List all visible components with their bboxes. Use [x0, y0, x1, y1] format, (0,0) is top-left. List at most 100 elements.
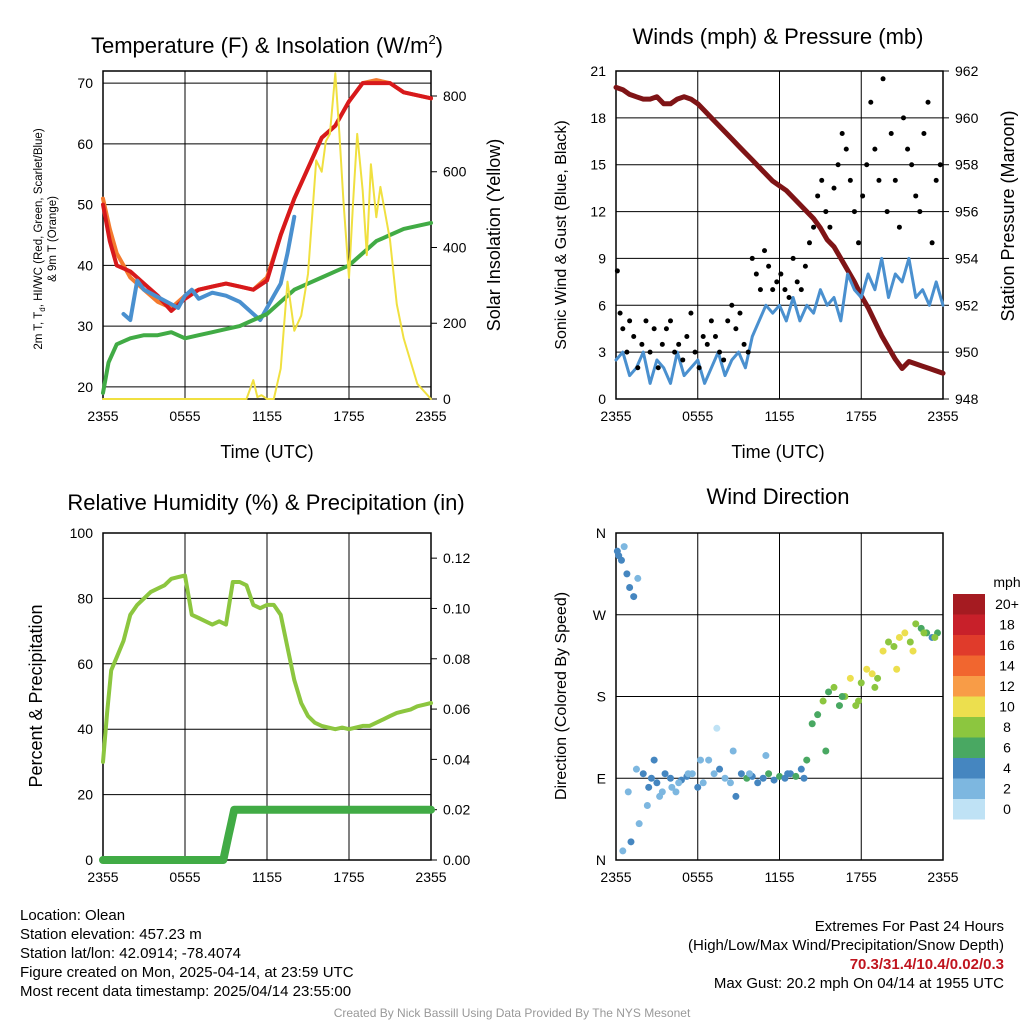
x-tick-label: 0555: [169, 408, 200, 424]
legend-swatch: [953, 696, 985, 717]
gust-point: [802, 263, 808, 269]
direction-point: [635, 820, 643, 828]
y-tick-label: N: [596, 852, 606, 868]
direction-point: [668, 783, 676, 791]
station-latlon: Station lat/lon: 42.0914; -78.4074: [20, 945, 242, 962]
direction-point: [619, 847, 627, 855]
gust-point: [774, 279, 780, 285]
legend-label: 4: [1003, 760, 1011, 776]
legend-label: 20+: [995, 596, 1019, 612]
gust-point: [937, 162, 943, 168]
gust-point: [794, 279, 800, 285]
direction-point: [627, 838, 635, 846]
legend-label: 6: [1003, 740, 1011, 756]
direction-point: [890, 643, 898, 651]
right-tick-label: 200: [443, 315, 467, 331]
y-tick-label: W: [593, 607, 607, 623]
y-tick-label: 6: [598, 297, 606, 313]
gust-point: [839, 130, 845, 136]
gust-point: [753, 271, 759, 277]
extremes-info: Extremes For Past 24 Hours (High/Low/Max…: [688, 917, 1004, 993]
gust-point: [624, 349, 630, 355]
gust-point: [892, 177, 898, 183]
right-tick-label: 0.02: [443, 802, 470, 818]
figure-created: Figure created on Mon, 2025-04-14, at 23…: [20, 964, 354, 981]
y-tick-label: 20: [77, 379, 93, 395]
extremes-values: 70.3/31.4/10.4/0.02/0.3: [849, 956, 1004, 973]
direction-point: [819, 697, 827, 705]
humidity-title: Relative Humidity (%) & Precipitation (i…: [67, 490, 464, 515]
x-tick-label: 2355: [87, 408, 118, 424]
direction-point: [784, 770, 792, 778]
gust-point: [676, 341, 682, 347]
direction-point: [871, 683, 879, 691]
x-tick-label: 0555: [682, 869, 713, 885]
x-tick-label: 2355: [415, 408, 446, 424]
gust-point: [770, 287, 776, 293]
winds-panel: Winds (mph) & Pressure (mb) Time (UTC) S…: [553, 24, 1018, 462]
direction-point: [746, 770, 754, 778]
direction-point: [835, 702, 843, 710]
direction-point: [754, 779, 762, 787]
wind-line: [614, 256, 945, 385]
gust-point: [933, 177, 939, 183]
right-tick-label: 0: [443, 391, 451, 407]
direction-point: [893, 665, 901, 673]
direction-point: [776, 772, 783, 780]
x-tick-label: 2355: [415, 869, 446, 885]
gust-point: [684, 334, 690, 340]
temperature-series-line: [102, 72, 432, 400]
gust-point: [900, 115, 906, 121]
gust-point: [614, 268, 620, 274]
right-tick-label: 962: [955, 63, 979, 79]
humidity-ylabel-left: Percent & Precipitation: [26, 604, 46, 787]
gust-point: [737, 310, 743, 316]
right-tick-label: 0.04: [443, 751, 470, 767]
direction-point: [713, 724, 721, 732]
x-tick-label: 1155: [252, 408, 282, 424]
gust-point: [647, 349, 653, 355]
winds-title: Winds (mph) & Pressure (mb): [633, 24, 924, 49]
legend-label: 10: [999, 699, 1015, 715]
gust-point: [835, 162, 841, 168]
gust-point: [663, 326, 669, 332]
station-elevation: Station elevation: 457.23 m: [20, 926, 202, 943]
y-tick-label: E: [597, 770, 606, 786]
precip-line: [99, 805, 435, 864]
gust-point: [696, 365, 702, 371]
direction-point: [630, 593, 638, 601]
legend-label: 14: [999, 658, 1015, 674]
y-tick-label: 0: [598, 391, 606, 407]
credit-line: Created By Nick Bassill Using Data Provi…: [333, 1006, 691, 1020]
y-tick-label: 40: [77, 257, 93, 273]
gust-point: [635, 365, 641, 371]
legend-label: 18: [999, 617, 1015, 633]
y-tick-label: 60: [77, 136, 93, 152]
gust-point: [786, 294, 792, 300]
pressure-ylabel-right: Station Pressure (Maroon): [998, 110, 1018, 321]
right-tick-label: 800: [443, 88, 467, 104]
gust-point: [888, 130, 894, 136]
legend-swatch: [953, 758, 985, 779]
insolation-ylabel-right: Solar Insolation (Yellow): [484, 139, 504, 331]
temperature-series-line: [101, 220, 433, 395]
extremes-subtitle: (High/Low/Max Wind/Precipitation/Snow De…: [688, 937, 1004, 954]
direction-point: [863, 665, 871, 673]
max-gust: Max Gust: 20.2 mph On 04/14 at 1955 UTC: [713, 975, 1004, 992]
gust-point: [712, 334, 718, 340]
gust-point: [782, 287, 788, 293]
direction-point: [822, 747, 830, 755]
direction-point: [808, 720, 816, 728]
right-tick-label: 0.08: [443, 651, 470, 667]
right-tick-label: 400: [443, 239, 467, 255]
gust-point: [819, 177, 825, 183]
gust-point: [884, 209, 890, 215]
direction-point: [737, 770, 745, 778]
x-tick-label: 2355: [927, 408, 958, 424]
temperature-xlabel: Time (UTC): [220, 442, 313, 462]
gust-point: [741, 341, 747, 347]
direction-point: [857, 679, 865, 687]
x-tick-label: 0555: [682, 408, 713, 424]
legend-swatch: [953, 614, 985, 635]
direction-point: [868, 670, 876, 678]
